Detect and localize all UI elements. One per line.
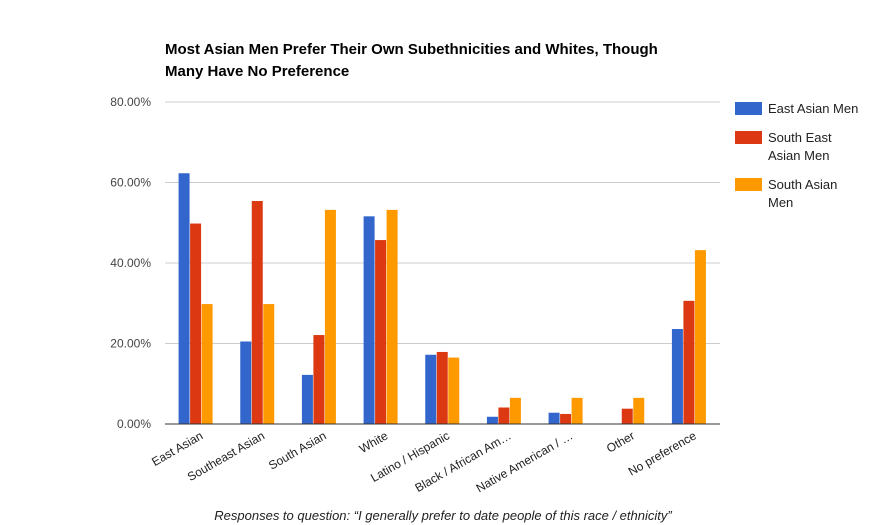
bar[interactable] (694, 250, 706, 424)
bar[interactable] (633, 397, 645, 424)
bar[interactable] (240, 341, 252, 424)
bar[interactable] (425, 354, 437, 424)
bar[interactable] (375, 240, 387, 424)
y-tick-label: 80.00% (110, 95, 151, 109)
bar[interactable] (251, 201, 263, 424)
bar[interactable] (386, 209, 398, 424)
legend-label[interactable]: Men (768, 195, 793, 210)
bar[interactable] (683, 300, 695, 424)
chart-title-line-1: Most Asian Men Prefer Their Own Subethni… (165, 41, 658, 58)
bar[interactable] (324, 209, 336, 424)
y-axis-ticks: 0.00% 20.00% 40.00% 60.00% 80.00% (110, 95, 151, 431)
bar[interactable] (621, 408, 633, 424)
bar[interactable] (301, 374, 313, 424)
x-axis-label: Responses to question: “I generally pref… (214, 508, 672, 523)
x-category-label: Other (604, 428, 637, 455)
bar[interactable] (486, 416, 498, 424)
x-category-label: No preference (626, 428, 699, 478)
gridlines (165, 101, 720, 344)
legend[interactable]: East Asian Men South East Asian Men South A… (735, 101, 858, 210)
legend-label[interactable]: South East (768, 130, 832, 145)
x-category-label: South Asian (266, 428, 328, 472)
bar[interactable] (201, 304, 213, 424)
bars (178, 173, 706, 424)
bar[interactable] (509, 397, 521, 424)
legend-swatch[interactable] (735, 102, 762, 115)
legend-label[interactable]: East Asian Men (768, 101, 858, 116)
bar[interactable] (178, 173, 190, 424)
legend-label[interactable]: South Asian (768, 177, 837, 192)
bar[interactable] (560, 413, 572, 424)
bar[interactable] (671, 329, 683, 424)
bar[interactable] (363, 216, 375, 424)
bar[interactable] (498, 407, 510, 424)
x-category-label: White (357, 428, 391, 456)
bar[interactable] (448, 357, 460, 424)
legend-label[interactable]: Asian Men (768, 148, 829, 163)
bar[interactable] (190, 223, 202, 424)
x-category-label: East Asian (149, 428, 205, 468)
bar[interactable] (548, 412, 560, 424)
y-tick-label: 20.00% (110, 337, 151, 351)
y-tick-label: 40.00% (110, 256, 151, 270)
legend-swatch[interactable] (735, 178, 762, 191)
bar[interactable] (571, 397, 583, 424)
bar[interactable] (313, 335, 325, 424)
legend-swatch[interactable] (735, 131, 762, 144)
y-tick-label: 0.00% (117, 417, 151, 431)
bar[interactable] (263, 304, 275, 424)
y-tick-label: 60.00% (110, 176, 151, 190)
bar[interactable] (436, 351, 448, 424)
chart-title-line-2: Many Have No Preference (165, 63, 349, 80)
